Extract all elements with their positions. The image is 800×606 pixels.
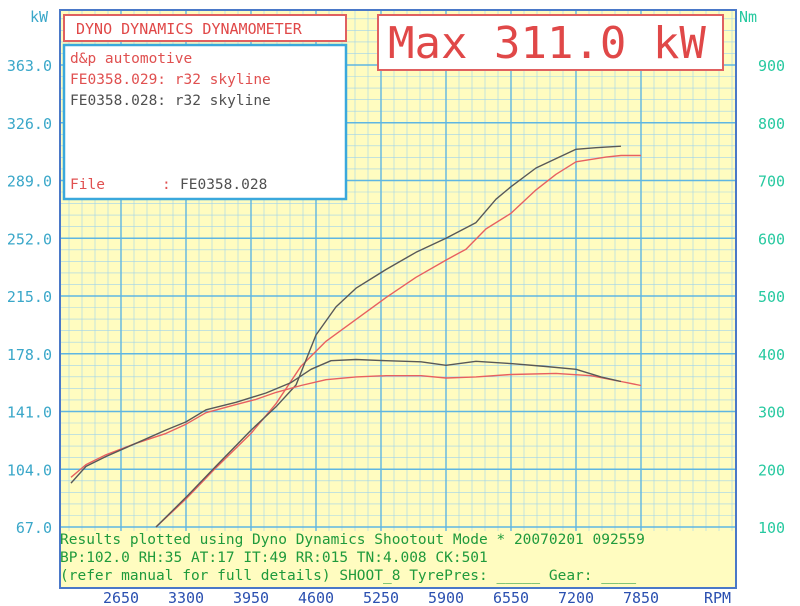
y-left-tick-label: 104.0	[7, 461, 52, 479]
y-left-tick-label: 252.0	[7, 230, 52, 248]
x-tick-label: 7200	[558, 589, 594, 606]
y-right-tick-label: 400	[758, 346, 785, 364]
x-tick-label: 3950	[233, 589, 269, 606]
y-left-unit-label: kW	[30, 8, 49, 26]
legend-run-dark: FE0358.028: r32 skyline	[70, 93, 271, 109]
series-lines	[70, 145, 642, 528]
plot-frame	[59, 9, 737, 589]
y-right-unit-label: Nm	[739, 8, 757, 26]
y-right-tick-label: 500	[758, 288, 785, 306]
y-right-tick-label: 200	[758, 461, 785, 479]
y-left-tick-label: 289.0	[7, 173, 52, 191]
x-tick-label: 5250	[363, 589, 399, 606]
y-left-tick-label: 178.0	[7, 346, 52, 364]
series-red-torque-line	[70, 372, 642, 478]
legend-file-separator: :	[162, 177, 171, 193]
y-right-tick-label: 600	[758, 230, 785, 248]
title-box	[63, 14, 347, 42]
x-tick-label: 3300	[168, 589, 204, 606]
y-right-tick-label: 800	[758, 115, 785, 133]
footer-line-3: (refer manual for full details) SHOOT_8 …	[60, 568, 636, 584]
y-left-tick-label: 326.0	[7, 115, 52, 133]
x-tick-label: 4600	[298, 589, 334, 606]
legend-run-red: FE0358.029: r32 skyline	[70, 72, 271, 88]
legend-file-label: File	[70, 177, 105, 193]
y-left-tick-label: 141.0	[7, 404, 52, 422]
legend-file-value: FE0358.028	[180, 177, 267, 193]
y-left-tick-label: 67.0	[16, 519, 52, 537]
footer-box	[61, 531, 735, 587]
series-dark-torque-line	[70, 358, 622, 484]
legend-company: d&p automotive	[70, 51, 192, 67]
x-tick-label: 7850	[623, 589, 659, 606]
x-tick-label: 5900	[428, 589, 464, 606]
legend-box	[62, 43, 348, 201]
y-left-tick-label: 215.0	[7, 288, 52, 306]
y-right-tick-label: 100	[758, 519, 785, 537]
series-red-power-line	[155, 154, 641, 528]
x-unit-label: RPM	[704, 589, 731, 606]
y-right-tick-label: 900	[758, 57, 785, 75]
footer-line-1: Results plotted using Dyno Dynamics Shoo…	[60, 532, 645, 548]
y-right-tick-labels: 100 200 300 400 500 600 700 800 900	[758, 57, 785, 537]
x-tick-labels: 2650 3300 3950 4600 5250 5900 6550 7200 7850	[103, 589, 659, 606]
title-text: DYNO DYNAMICS DYNAMOMETER	[76, 20, 303, 38]
footer-line-2: BP:102.0 RH:35 AT:17 IT:49 RR:015 TN:4.0…	[60, 550, 488, 566]
max-value-text: Max 311.0 kW	[388, 18, 706, 69]
x-tick-label: 2650	[103, 589, 139, 606]
max-value-box	[377, 14, 724, 71]
y-right-tick-label: 300	[758, 404, 785, 422]
y-left-tick-labels: 67.0 104.0 141.0 178.0 215.0 252.0 289.0 326.0 3…	[7, 57, 52, 537]
y-left-tick-label: 363.0	[7, 57, 52, 75]
y-right-tick-label: 700	[758, 173, 785, 191]
series-dark-power-line	[155, 145, 622, 528]
x-tick-label: 6550	[493, 589, 529, 606]
